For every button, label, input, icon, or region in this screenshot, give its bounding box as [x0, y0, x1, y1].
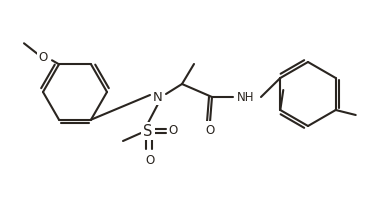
Text: S: S [143, 124, 153, 139]
Text: O: O [145, 154, 154, 167]
Text: NH: NH [237, 91, 255, 104]
Text: O: O [206, 123, 214, 136]
Text: O: O [168, 124, 177, 137]
Text: N: N [153, 91, 163, 104]
Text: O: O [38, 51, 48, 63]
